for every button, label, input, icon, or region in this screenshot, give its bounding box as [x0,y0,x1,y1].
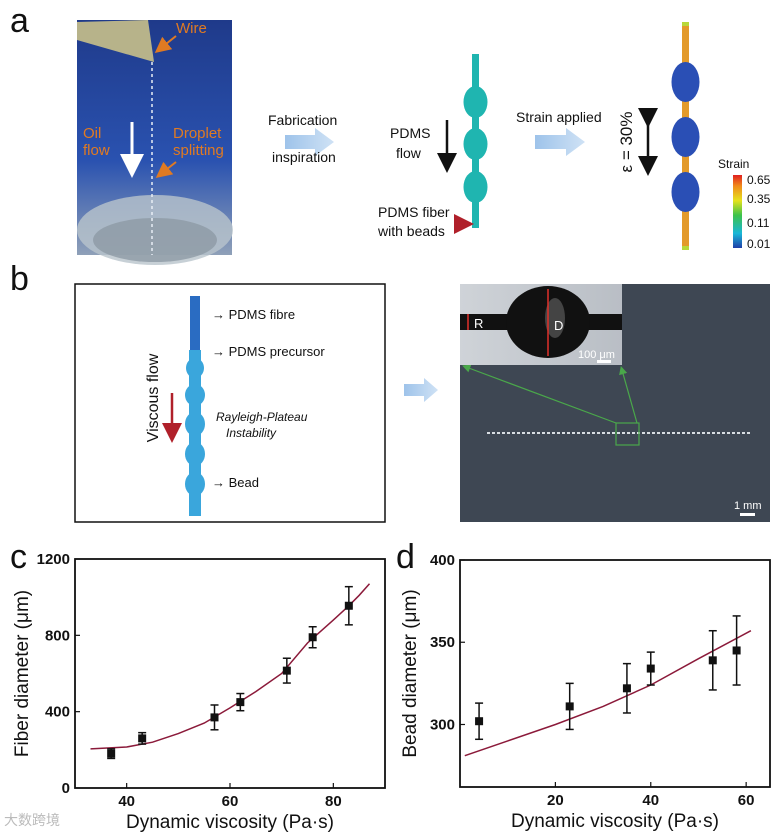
x-tick-label: 60 [738,792,755,809]
data-point [565,682,574,731]
y-tick-label: 1200 [37,551,70,568]
marker [210,713,219,722]
colorbar-tick: 0.65 [747,173,771,187]
fabrication-label: Fabrication [268,112,337,128]
x-tick-label: 60 [222,793,239,810]
panel-label-b: b [10,260,29,298]
photo-scale-label: 1 mm [734,500,762,512]
marker [708,656,717,665]
fiber-label-1: PDMS fiber [378,204,450,220]
plot-frame [459,559,771,788]
watermark: 大数跨境 [4,812,60,828]
pdms-fibre-label: → PDMS fibre [212,307,295,322]
epsilon-label: ε = 30% [617,112,636,173]
strain-arrow-icon [535,128,585,156]
marker [646,664,655,673]
wire-label: Wire [176,20,207,37]
fiber-photo [460,284,770,522]
x-axis-title: Dynamic viscosity (Pa·s) [126,812,334,832]
panel-label-c: c [10,538,27,576]
data-point [708,629,717,691]
fiber-label-2: with beads [377,223,445,239]
data-point [475,702,484,741]
marker [308,633,317,642]
y-tick-label: 350 [430,634,455,651]
colorbar-tick: 0.11 [747,216,770,230]
data-point [138,731,147,745]
plot-frame [74,558,386,789]
x-tick-label: 40 [642,792,659,809]
data-point [732,615,741,686]
data-point [236,692,245,712]
y-tick-label: 300 [430,716,455,733]
marker [732,646,741,655]
fit-curve [464,630,752,757]
strain-applied-label: Strain applied [516,109,602,125]
droplet-label-1: Droplet [173,125,222,142]
rp-label-1: Rayleigh-Plateau [216,410,308,424]
data-point [107,748,116,760]
panel-label-d: d [396,538,415,576]
x-tick-label: 40 [118,793,135,810]
y-tick-label: 800 [45,627,70,644]
beaded-fiber [463,54,488,228]
y-tick-label: 400 [430,552,455,569]
result-arrow-icon [404,378,438,402]
data-point [308,625,317,649]
marker [138,734,147,743]
wire-photo: Wire Oil flow Droplet splitting [77,20,233,265]
marker [475,717,484,726]
inspiration-label: inspiration [272,149,336,165]
x-tick-label: 20 [547,792,564,809]
marker [565,702,574,711]
marker [282,666,291,675]
fiber-schematic [185,296,205,516]
schematic-box [74,283,386,523]
pdms-flow-label-1: PDMS [390,125,430,141]
inset-d-label: D [554,318,563,333]
fit-curve [90,583,371,750]
marker [344,601,353,610]
strained-fiber [671,22,700,250]
panel-label-a: a [10,2,29,40]
data-point [622,662,631,714]
pdms-precursor-label: → PDMS precursor [212,344,325,359]
pdms-flow-label-2: flow [396,145,422,161]
y-axis-title: Bead diameter (μm) [400,589,421,757]
colorbar-tick: 0.35 [747,192,771,206]
marker [107,749,116,758]
rp-label-2: Instability [226,426,277,440]
x-axis-title: Dynamic viscosity (Pa·s) [511,811,719,832]
y-tick-label: 400 [45,704,70,721]
colorbar-title: Strain [718,157,749,171]
y-tick-label: 0 [62,780,70,797]
data-point [344,585,353,626]
data-point [646,651,655,686]
x-tick-label: 80 [325,793,342,810]
inset-scale-label: 100 μm [578,349,615,361]
marker [236,698,245,707]
data-point [210,704,219,731]
data-point [282,657,291,684]
droplet-label-2: splitting [173,142,224,159]
bead-label: → Bead [212,475,259,490]
viscous-flow-label: Viscous flow [145,353,162,442]
y-axis-title: Fiber diameter (μm) [12,590,33,757]
oil-flow-label-1: Oil [83,125,101,142]
colorbar-tick: 0.01 [747,237,771,251]
marker [622,684,631,693]
fabrication-arrow-icon [285,128,334,156]
strain-colorbar [733,175,742,248]
inset-r-label: R [474,316,483,331]
oil-flow-label-2: flow [83,142,110,159]
chart-bead-diameter: 20 40 60 300 350 400 Dynamic viscosity (Pa·s) B… [400,552,771,832]
